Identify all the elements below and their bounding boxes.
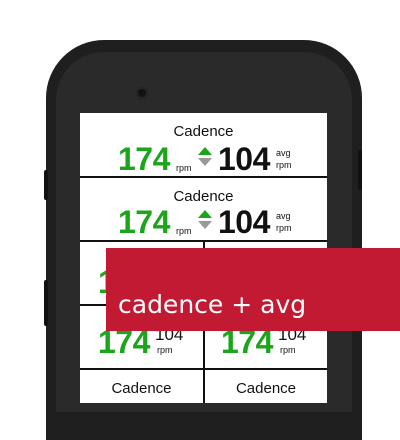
field-title: Cadence — [173, 188, 234, 205]
cadence-value: 174 — [118, 141, 170, 177]
data-field-cadence-right[interactable]: Cadence — [205, 370, 327, 403]
side-button-left[interactable] — [44, 280, 48, 326]
cadence-unit: rpm — [157, 345, 173, 355]
avg-unit: rpm — [276, 160, 292, 170]
field-title: Cadence — [235, 380, 297, 397]
caption-label: cadence + avg — [118, 290, 307, 319]
avg-cadence-value: 104 — [218, 141, 270, 177]
avg-label: avg — [276, 148, 291, 158]
up-down-trend-icon — [198, 147, 212, 166]
avg-unit: rpm — [276, 223, 292, 233]
cadence-unit: rpm — [176, 226, 192, 236]
cadence-value: 174 — [221, 324, 273, 360]
column-divider — [203, 306, 205, 403]
data-field-cadence-1[interactable]: Cadence 174 rpm 104 avg rpm — [80, 113, 327, 178]
up-down-trend-icon — [198, 210, 212, 229]
cadence-unit: rpm — [176, 163, 192, 173]
side-button-right[interactable] — [358, 150, 362, 190]
cadence-value: 174 — [98, 324, 150, 360]
data-field-cadence-left[interactable]: Cadence — [80, 370, 203, 403]
cadence-value: 174 — [118, 204, 170, 240]
side-button-left-top[interactable] — [44, 170, 48, 200]
avg-cadence-value: 104 — [218, 204, 270, 240]
caption-banner — [106, 248, 400, 331]
field-title: Cadence — [173, 123, 234, 140]
field-title: Cadence — [111, 380, 172, 397]
data-field-cadence-2[interactable]: Cadence 174 rpm 104 avg rpm — [80, 178, 327, 242]
avg-label: avg — [276, 211, 291, 221]
light-sensor-icon — [136, 87, 148, 99]
cadence-unit: rpm — [280, 345, 296, 355]
